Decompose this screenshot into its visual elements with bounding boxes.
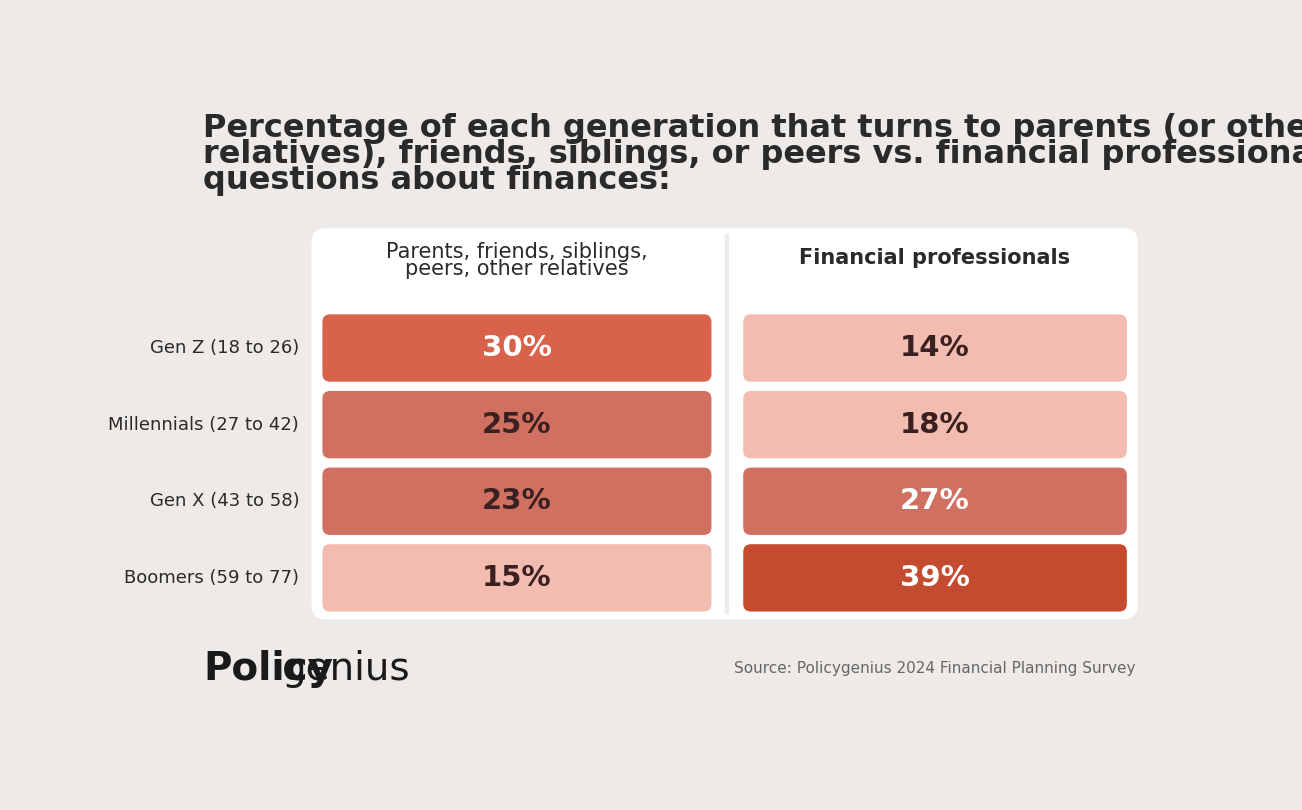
- Text: 14%: 14%: [900, 334, 970, 362]
- FancyBboxPatch shape: [323, 467, 711, 535]
- FancyBboxPatch shape: [743, 467, 1126, 535]
- Text: Millennials (27 to 42): Millennials (27 to 42): [108, 416, 299, 433]
- Text: Percentage of each generation that turns to parents (or other older: Percentage of each generation that turns…: [203, 113, 1302, 143]
- FancyBboxPatch shape: [323, 391, 711, 458]
- FancyBboxPatch shape: [743, 544, 1126, 612]
- Text: Source: Policygenius 2024 Financial Planning Survey: Source: Policygenius 2024 Financial Plan…: [734, 661, 1135, 676]
- Text: relatives), friends, siblings, or peers vs. financial professionals with: relatives), friends, siblings, or peers …: [203, 139, 1302, 170]
- Text: Boomers (59 to 77): Boomers (59 to 77): [124, 569, 299, 587]
- Text: Gen Z (18 to 26): Gen Z (18 to 26): [150, 339, 299, 357]
- Text: 27%: 27%: [900, 488, 970, 515]
- Text: 23%: 23%: [482, 488, 552, 515]
- FancyBboxPatch shape: [743, 314, 1126, 382]
- FancyBboxPatch shape: [323, 314, 711, 382]
- Text: genius: genius: [283, 650, 410, 688]
- FancyBboxPatch shape: [311, 228, 1138, 620]
- FancyBboxPatch shape: [743, 391, 1126, 458]
- Text: Financial professionals: Financial professionals: [799, 248, 1070, 268]
- Text: peers, other relatives: peers, other relatives: [405, 259, 629, 279]
- Text: 18%: 18%: [900, 411, 970, 439]
- Text: 39%: 39%: [900, 564, 970, 592]
- Text: questions about finances:: questions about finances:: [203, 165, 671, 196]
- Text: Parents, friends, siblings,: Parents, friends, siblings,: [387, 242, 647, 262]
- FancyBboxPatch shape: [323, 544, 711, 612]
- Text: Policy: Policy: [203, 650, 333, 688]
- Text: 15%: 15%: [482, 564, 552, 592]
- Text: 25%: 25%: [482, 411, 552, 439]
- Text: Gen X (43 to 58): Gen X (43 to 58): [150, 492, 299, 510]
- Text: 30%: 30%: [482, 334, 552, 362]
